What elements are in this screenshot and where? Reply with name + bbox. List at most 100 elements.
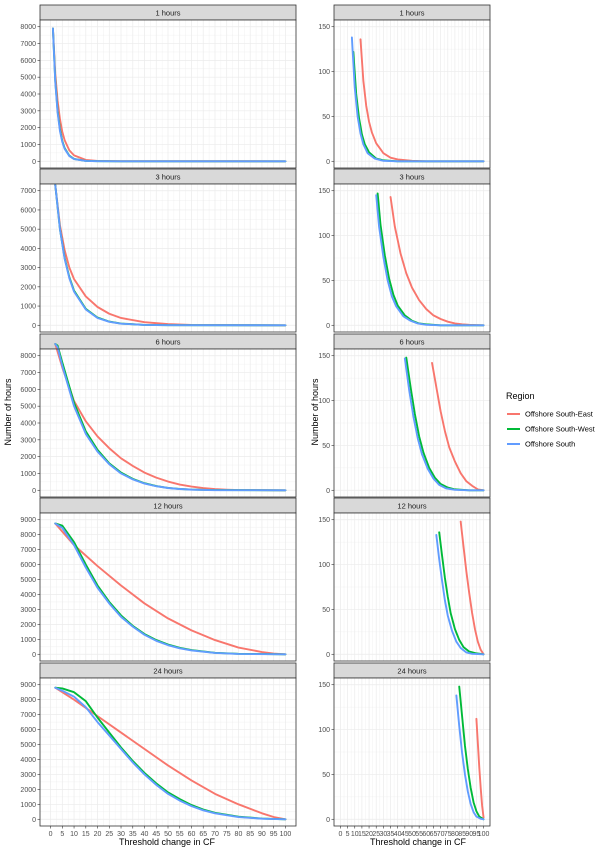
- y-tick-label: 100: [318, 398, 330, 405]
- legend-label: Offshore South: [525, 440, 575, 449]
- x-tick-label: 100: [478, 831, 490, 838]
- x-tick-label: 90: [258, 831, 266, 838]
- x-tick-label: 80: [451, 831, 459, 838]
- y-tick-label: 4000: [20, 421, 36, 428]
- x-tick-label: 75: [223, 831, 231, 838]
- panel-border: [333, 19, 491, 169]
- y-tick-label: 7000: [20, 712, 36, 719]
- grid: [40, 349, 296, 497]
- y-tick-label: 50: [322, 278, 330, 285]
- y-tick-label: 1000: [20, 142, 36, 149]
- series-line-offshore-south: [51, 27, 287, 163]
- x-tick-label: 30: [117, 831, 125, 838]
- y-tick-label: 0: [326, 652, 330, 659]
- panel-border: [333, 348, 491, 498]
- y-tick-label: 6000: [20, 387, 36, 394]
- panel-right-1: 3 hours 0 50 100 150: [318, 168, 491, 333]
- panel-border: [39, 512, 297, 662]
- y-tick-label: 7000: [20, 370, 36, 377]
- panel-left-3: 12 hours 0 1000 2000 3000 4000 5000 6000 7000 800…: [20, 497, 297, 662]
- x-tick-label: 0: [49, 831, 53, 838]
- y-tick-label: 100: [318, 69, 330, 76]
- y-tick-label: 0: [32, 817, 36, 824]
- y-tick-label: 0: [326, 159, 330, 166]
- series-line-offshore-south: [54, 522, 287, 656]
- y-tick-label: 3000: [20, 772, 36, 779]
- y-tick-label: 150: [318, 24, 330, 31]
- legend-entry: Offshore South-West: [506, 422, 596, 436]
- grid: [40, 184, 296, 332]
- y-axis-title-left: Number of hours: [3, 378, 13, 446]
- y-tick-label: 0: [326, 323, 330, 330]
- grid: [334, 513, 490, 661]
- x-tick-label: 15: [82, 831, 90, 838]
- y-tick-label: 1000: [20, 802, 36, 809]
- strip-label: 3 hours: [399, 173, 424, 182]
- x-tick-label: 25: [372, 831, 380, 838]
- strip-label: 1 hours: [399, 9, 424, 18]
- y-tick-label: 7000: [20, 188, 36, 195]
- y-tick-label: 4000: [20, 92, 36, 99]
- grid: [40, 20, 296, 168]
- y-tick-label: 2000: [20, 454, 36, 461]
- y-tick-label: 3000: [20, 108, 36, 115]
- series-line-offshore-south: [455, 694, 485, 821]
- y-tick-label: 6000: [20, 562, 36, 569]
- y-tick-label: 2000: [20, 125, 36, 132]
- y-tick-label: 4000: [20, 246, 36, 253]
- x-tick-label: 35: [387, 831, 395, 838]
- y-tick-label: 5000: [20, 75, 36, 82]
- x-tick-label: 10: [70, 831, 78, 838]
- strip-label: 24 hours: [153, 667, 182, 676]
- x-axis-title-left: Threshold change in CF: [119, 837, 216, 847]
- x-tick-label: 45: [401, 831, 409, 838]
- series-line-offshore-south: [54, 184, 287, 327]
- x-tick-label: 25: [105, 831, 113, 838]
- strip-label: 12 hours: [397, 502, 426, 511]
- strip-label: 1 hours: [155, 9, 180, 18]
- y-axis-title-right: Number of hours: [310, 378, 320, 446]
- y-tick-label: 150: [318, 188, 330, 195]
- x-tick-label: 75: [444, 831, 452, 838]
- panel-left-0: 1 hours 0 1000 2000 3000 4000 5000 6000 7000 8000: [20, 4, 297, 169]
- y-tick-label: 150: [318, 353, 330, 360]
- y-tick-label: 2000: [20, 284, 36, 291]
- y-tick-label: 2000: [20, 787, 36, 794]
- x-tick-label: 5: [60, 831, 64, 838]
- x-tick-label: 35: [129, 831, 137, 838]
- x-axis-title-right: Threshold change in CF: [370, 837, 467, 847]
- strip-label: 6 hours: [155, 338, 180, 347]
- x-tick-label: 100: [280, 831, 292, 838]
- x-tick-label: 80: [235, 831, 243, 838]
- panel-right-3: 12 hours 0 50 100 150: [318, 497, 491, 662]
- x-tick-label: 70: [437, 831, 445, 838]
- y-tick-label: 7000: [20, 547, 36, 554]
- x-tick-label: 65: [199, 831, 207, 838]
- y-tick-label: 0: [32, 159, 36, 166]
- y-tick-label: 150: [318, 682, 330, 689]
- y-tick-label: 50: [322, 114, 330, 121]
- panel-left-1: 3 hours 0 1000 2000 3000 4000 5000 6000 7000: [20, 168, 297, 333]
- grid: [334, 20, 490, 168]
- y-tick-label: 0: [326, 488, 330, 495]
- x-tick-label: 30: [379, 831, 387, 838]
- y-tick-label: 4000: [20, 592, 36, 599]
- panel-left-4: 24 hours01000200030004000500060007000800…: [20, 662, 297, 838]
- x-tick-label: 55: [176, 831, 184, 838]
- panel-left-2: 6 hours 0 1000 2000 3000 4000 5000 6000 7000 8000: [20, 333, 297, 498]
- strip-label: 12 hours: [153, 502, 182, 511]
- strip-label: 3 hours: [155, 173, 180, 182]
- x-tick-label: 40: [141, 831, 149, 838]
- legend-title: Region: [506, 391, 535, 401]
- y-tick-label: 8000: [20, 532, 36, 539]
- series-line-offshore-south-west: [458, 685, 485, 821]
- series-line-offshore-south-east: [431, 361, 485, 492]
- y-tick-label: 8000: [20, 24, 36, 31]
- y-tick-label: 1000: [20, 304, 36, 311]
- y-tick-label: 50: [322, 443, 330, 450]
- x-tick-label: 85: [458, 831, 466, 838]
- y-tick-label: 5000: [20, 577, 36, 584]
